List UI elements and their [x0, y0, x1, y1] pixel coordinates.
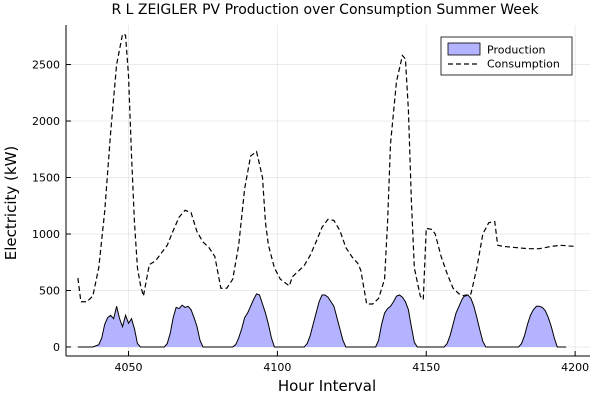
y-tick-label: 2500	[32, 59, 60, 72]
legend-production-label: Production	[487, 44, 546, 57]
y-tick-label: 1500	[32, 172, 60, 185]
production-area	[77, 293, 567, 347]
chart-legend: Production Consumption	[440, 36, 573, 76]
legend-production-swatch	[447, 42, 481, 56]
x-axis-label: Hour Interval	[278, 377, 376, 395]
x-tick-label: 4100	[263, 361, 291, 374]
x-tick-label: 4200	[561, 361, 589, 374]
x-tick-label: 4150	[412, 361, 440, 374]
chart-title: R L ZEIGLER PV Production over Consumpti…	[111, 2, 539, 18]
series-layer	[77, 33, 576, 348]
legend-consumption-label: Consumption	[487, 58, 560, 71]
y-tick-label: 2000	[32, 115, 60, 128]
y-tick-label: 0	[53, 341, 60, 354]
y-axis-label: Electricity (kW)	[2, 146, 20, 261]
y-tick-label: 1000	[32, 228, 60, 241]
y-axis-ticks: 0 500 1000 1500 2000 2500	[32, 59, 71, 354]
x-axis-ticks: 4050 4100 4150 4200	[115, 351, 589, 374]
consumption-line	[77, 33, 576, 305]
production-line	[77, 293, 567, 348]
y-tick-label: 500	[39, 284, 60, 297]
x-tick-label: 4050	[115, 361, 143, 374]
plot-frame	[65, 25, 590, 357]
